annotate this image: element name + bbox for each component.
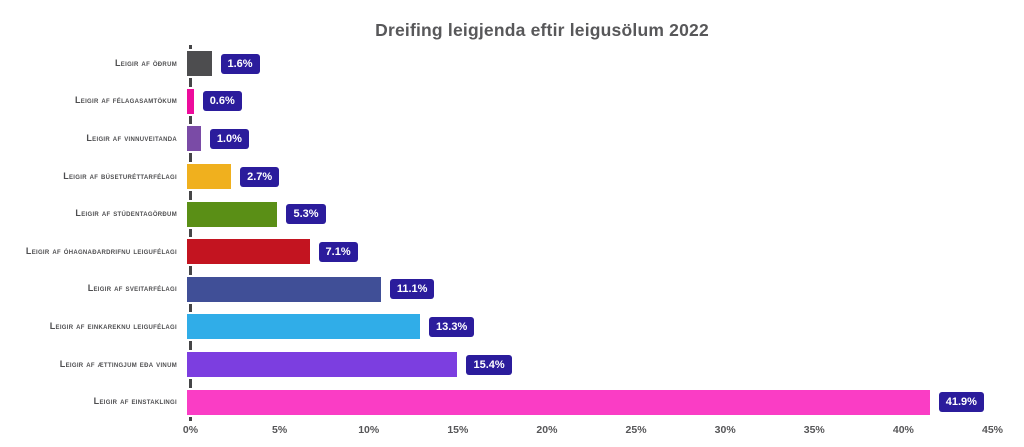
bar-row: Leigir af einkareknu leigufélagi 13.3% [0, 308, 1024, 346]
value-badge: 0.6% [202, 91, 242, 112]
bar [185, 274, 383, 304]
bar-row: Leigir af öðrum 1.6% [0, 45, 1024, 83]
bar-row: Leigir af einstaklingi 41.9% [0, 383, 1024, 421]
value-badge: 1.0% [209, 128, 249, 149]
x-axis-tick-label: 25% [625, 424, 647, 436]
value-badge: 5.3% [286, 204, 326, 225]
category-label: Leigir af félagasamtökum [74, 95, 177, 106]
category-label: Leigir af stúdentagörðum [75, 208, 177, 219]
bar-area: 7.1% [185, 233, 987, 271]
bar-area: 0.6% [185, 83, 987, 121]
value-badge: 41.9% [938, 392, 984, 413]
value-badge: 1.6% [220, 53, 260, 74]
bar-row: Leigir af óhagnaðardrifnu leigufélagi 7.1… [0, 233, 1024, 271]
value-badge: 11.1% [389, 279, 435, 300]
bar-area: 13.3% [185, 308, 987, 346]
category-label: Leigir af ættingjum eða vinum [59, 358, 177, 369]
category-label: Leigir af búseturéttarfélagi [63, 170, 177, 181]
bar [185, 49, 214, 79]
bar [185, 312, 423, 342]
x-axis-tick-label: 15% [447, 424, 469, 436]
bar-area: 41.9% [185, 383, 987, 421]
bar-row: Leigir af félagasamtökum 0.6% [0, 83, 1024, 121]
bar-area: 5.3% [185, 195, 987, 233]
category-label: Leigir af einkareknu leigufélagi [49, 321, 177, 331]
x-axis-tick-label: 35% [803, 424, 825, 436]
bar-row: Leigir af sveitarfélagi 11.1% [0, 271, 1024, 309]
value-badge: 2.7% [240, 166, 280, 187]
bar [185, 124, 203, 154]
x-axis-tick-label: 5% [272, 424, 288, 436]
bar-area: 2.7% [185, 158, 987, 196]
category-label: Leigir af einstaklingi [93, 396, 177, 407]
bar [185, 199, 280, 229]
value-badge: 15.4% [466, 354, 512, 375]
x-axis-tick-label: 45% [981, 424, 1004, 436]
bar-row: Leigir af vinnuveitanda 1.0% [0, 120, 1024, 158]
category-label: Leigir af vinnuveitanda [86, 133, 177, 144]
bar-rows: Leigir af öðrum 1.6% Leigir af félagasamtö… [0, 45, 1024, 421]
bar-row: Leigir af stúdentagörðum 5.3% [0, 195, 1024, 233]
bar [185, 350, 460, 380]
bar-area: 15.4% [185, 346, 987, 384]
category-label: Leigir af öðrum [115, 57, 177, 68]
bar-row: Leigir af ættingjum eða vinum 15.4% [0, 346, 1024, 384]
bar [185, 387, 932, 417]
x-axis-tick-label: 10% [358, 424, 380, 436]
bar-area: 1.6% [185, 45, 987, 83]
x-axis: 0% 5% 10% 15% 20% 25% 30% 35% 40% 45% [0, 424, 1024, 444]
page-title: Dreifing leigjenda eftir leigusölum 2022 [375, 20, 709, 40]
x-axis-tick-label: 30% [714, 424, 736, 436]
bar-chart: Leigir af öðrum 1.6% Leigir af félagasamtö… [0, 45, 1024, 421]
category-label: Leigir af óhagnaðardrifnu leigufélagi [25, 245, 177, 256]
value-badge: 7.1% [318, 241, 358, 262]
bar-area: 11.1% [185, 271, 987, 309]
value-badge: 13.3% [429, 316, 475, 337]
category-label: Leigir af sveitarfélagi [87, 283, 177, 294]
bar-area: 1.0% [185, 120, 987, 158]
x-axis-tick-label: 40% [892, 424, 914, 436]
y-axis-line [189, 45, 192, 421]
bar-row: Leigir af búseturéttarfélagi 2.7% [0, 158, 1024, 196]
bar [185, 86, 196, 116]
bar [185, 237, 312, 267]
bar [185, 162, 234, 192]
x-axis-tick-label: 0% [182, 424, 199, 436]
x-axis-tick-label: 20% [536, 424, 558, 436]
